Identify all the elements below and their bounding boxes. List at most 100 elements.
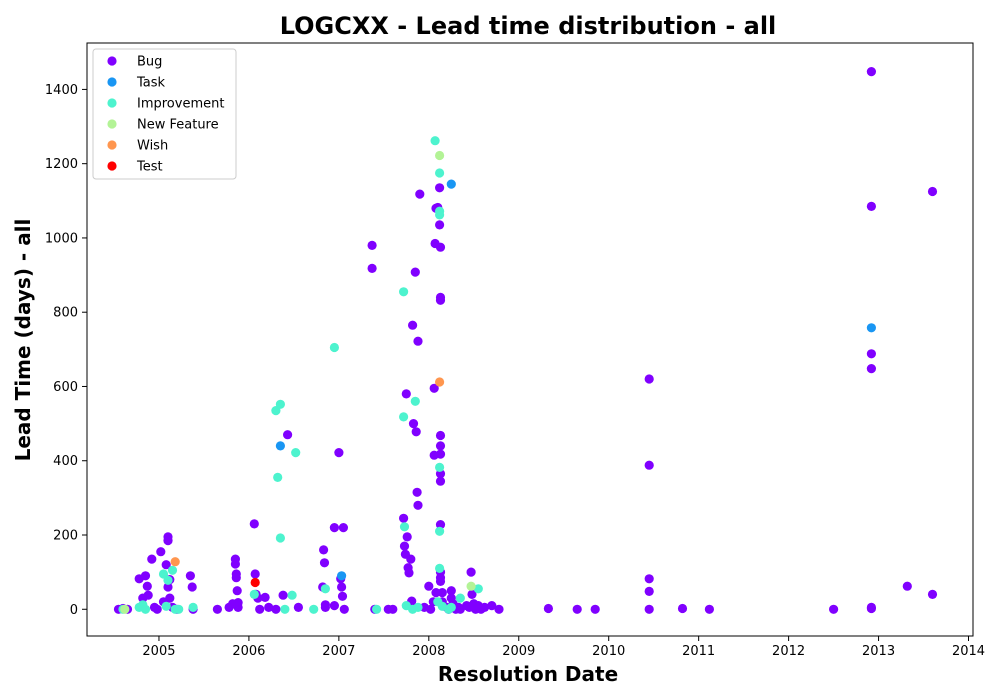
data-point-bug [140,571,151,581]
x-tick-label: 2007 [322,644,355,659]
data-point-bug [233,598,243,608]
x-tick-label: 2011 [682,644,715,659]
x-axis-title: Resolution Date [438,662,618,686]
data-point-bug [212,604,222,614]
legend-label-bug: Bug [137,55,162,70]
data-point-bug [644,574,654,584]
legend-label-test: Test [136,160,163,175]
data-point-bug [411,427,421,437]
data-point-bug [367,240,377,250]
data-point-improvement [280,604,290,614]
data-point-test [250,577,260,588]
data-point-bug [644,586,654,597]
y-tick-label: 800 [53,306,78,321]
data-point-bug [429,383,439,393]
data-point-bug [161,560,171,570]
data-point-improvement [273,472,283,482]
data-point-bug [677,603,688,614]
data-point-new-feature [466,581,476,591]
legend-marker-task [107,77,117,87]
data-point-bug [487,601,497,611]
data-point-bug [704,604,715,614]
data-point-bug [435,430,446,441]
data-point-improvement [140,604,151,614]
x-tick-label: 2006 [232,644,265,659]
data-point-bug [278,590,288,600]
data-point-improvement [275,533,285,543]
legend-label-task: Task [136,76,166,91]
data-point-bug [866,603,877,614]
data-point-bug [413,500,423,510]
chart-title: LOGCXX - Lead time distribution - all [280,12,777,40]
data-point-improvement [399,287,409,297]
x-tick-label: 2012 [772,644,805,659]
x-tick-label: 2008 [412,644,445,659]
legend-marker-improvement [107,98,117,108]
data-point-bug [424,581,434,591]
x-axis: 2005 2006 2007 2008 2009 2010 2011 2012 2013 2014 [142,636,985,659]
data-point-bug [467,589,477,600]
y-tick-label: 1400 [45,83,78,98]
data-point-improvement [473,584,483,594]
y-axis: 0 200 400 600 800 1000 1200 1400 [45,83,87,618]
data-point-task [866,323,877,333]
data-point-bug [543,603,554,614]
data-points [113,67,938,614]
data-point-improvement [167,565,178,575]
x-tick-label: 2009 [502,644,535,659]
data-point-bug [590,604,600,614]
data-point-bug [415,189,425,199]
legend-label-improvement: Improvement [137,97,224,112]
data-point-bug [399,513,409,523]
y-tick-label: 0 [70,603,78,618]
data-point-bug [435,520,446,530]
data-point-bug [152,604,162,614]
data-point-bug [466,567,476,577]
data-point-bug [866,67,877,77]
data-point-bug [435,449,446,459]
data-point-task [446,179,456,189]
x-tick-label: 2014 [952,644,985,659]
data-point-bug [143,590,153,600]
data-point-improvement [430,136,440,146]
legend-marker-bug [107,56,117,66]
data-point-bug [437,588,447,598]
data-point-bug [644,374,654,384]
legend-marker-test [107,161,117,171]
data-point-improvement [161,601,171,611]
data-point-bug [435,441,446,451]
y-axis-title: Lead Time (days) - all [11,219,35,462]
data-point-bug [163,536,173,546]
data-point-bug [494,604,504,614]
data-point-bug [156,547,166,557]
data-point-bug [480,602,490,613]
data-point-bug [319,545,329,555]
data-point-improvement [435,168,445,178]
data-point-bug [339,604,349,614]
data-point-bug [644,604,654,614]
data-point-improvement [163,575,173,585]
data-point-bug [866,364,877,374]
data-point-wish [170,557,180,567]
data-point-bug [829,604,839,614]
data-point-bug [231,573,241,583]
data-point-improvement [275,399,285,409]
data-point-improvement [399,522,410,532]
y-tick-label: 1000 [45,231,78,246]
data-point-bug [293,602,303,613]
data-point-bug [866,349,877,359]
data-point-bug [408,320,418,330]
data-point-improvement [435,526,445,536]
data-point-improvement [435,563,445,574]
y-tick-label: 600 [53,380,78,395]
data-point-bug [408,419,419,429]
data-point-bug [435,476,446,486]
x-tick-label: 2010 [592,644,625,659]
data-point-improvement [188,602,198,613]
data-point-bug [337,591,348,601]
data-point-improvement [435,210,445,220]
data-point-bug [271,604,281,614]
data-point-improvement [329,342,339,353]
legend-marker-new-feature [107,119,117,129]
